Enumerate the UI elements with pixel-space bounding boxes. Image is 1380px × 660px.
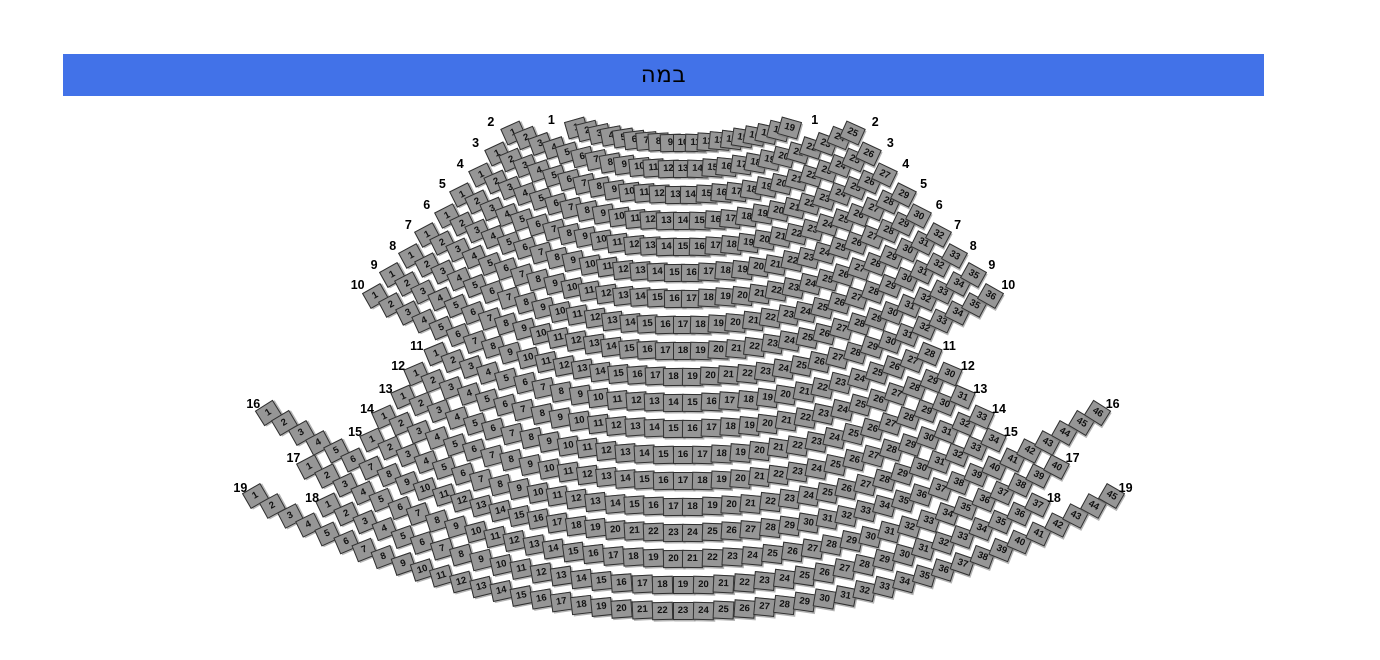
- seat[interactable]: 19: [672, 576, 694, 594]
- seat[interactable]: 16: [653, 471, 675, 491]
- row-label-right: 3: [886, 135, 894, 150]
- seat[interactable]: 21: [682, 549, 704, 569]
- row-label-left: 1: [547, 112, 555, 127]
- row-label-right: 11: [942, 338, 956, 353]
- row-label-right: 18: [1046, 490, 1061, 505]
- seat[interactable]: 20: [610, 599, 634, 619]
- seat[interactable]: 16: [672, 446, 694, 464]
- row-label-left: 16: [246, 396, 261, 411]
- seat[interactable]: 17: [662, 497, 684, 517]
- row-label-right: 8: [969, 238, 977, 253]
- seat[interactable]: 19: [642, 549, 664, 568]
- seat[interactable]: 22: [732, 573, 756, 593]
- row-label-left: 18: [305, 490, 320, 505]
- seat[interactable]: 16: [643, 497, 665, 516]
- seat[interactable]: 20: [662, 549, 684, 569]
- row-label-left: 8: [389, 238, 397, 253]
- seat[interactable]: 27: [753, 597, 776, 618]
- seat[interactable]: 17: [672, 472, 694, 490]
- row-label-left: 10: [350, 277, 365, 292]
- seat[interactable]: 20: [692, 575, 715, 595]
- row-label-left: 17: [286, 451, 301, 466]
- row-label-right: 5: [920, 176, 928, 191]
- row-label-left: 11: [410, 338, 424, 353]
- seat[interactable]: 17: [602, 546, 625, 566]
- seat[interactable]: 18: [682, 497, 704, 517]
- seat[interactable]: 17: [549, 591, 573, 613]
- seat[interactable]: 26: [732, 599, 756, 619]
- row-label-right: 16: [1105, 396, 1120, 411]
- row-label-left: 19: [233, 480, 248, 495]
- seat[interactable]: 21: [712, 574, 735, 594]
- row-label-right: 1: [811, 112, 819, 127]
- row-label-right: 2: [871, 114, 879, 129]
- row-label-right: 12: [960, 358, 975, 373]
- seat[interactable]: 13: [549, 565, 573, 587]
- row-label-left: 2: [487, 114, 495, 129]
- row-label-right: 10: [1001, 277, 1016, 292]
- row-label-left: 4: [456, 157, 464, 172]
- row-label-right: 14: [992, 401, 1006, 416]
- stage-banner: במה: [63, 54, 1264, 96]
- row-label-left: 9: [370, 257, 378, 272]
- seat[interactable]: 15: [653, 445, 675, 465]
- row-label-left: 13: [378, 381, 393, 396]
- row-label-left: 14: [360, 401, 374, 416]
- seat[interactable]: 25: [712, 600, 735, 620]
- row-label-right: 19: [1118, 480, 1133, 495]
- seat[interactable]: 24: [741, 546, 764, 566]
- seat[interactable]: 23: [752, 571, 776, 591]
- row-label-right: 17: [1065, 451, 1080, 466]
- seat[interactable]: 23: [662, 523, 684, 543]
- seat[interactable]: 22: [643, 523, 665, 542]
- seat[interactable]: 21: [631, 600, 654, 620]
- row-label-left: 5: [438, 176, 446, 191]
- row-label-left: 6: [423, 197, 431, 212]
- seat[interactable]: 18: [622, 547, 645, 568]
- row-label-left: 15: [348, 424, 363, 439]
- seat[interactable]: 23: [672, 602, 694, 620]
- row-label-left: 12: [391, 358, 406, 373]
- row-label-right: 15: [1003, 424, 1018, 439]
- seat[interactable]: 16: [529, 588, 553, 610]
- seat[interactable]: 16: [610, 573, 634, 593]
- seat[interactable]: 17: [631, 574, 654, 594]
- seat[interactable]: 16: [582, 543, 605, 565]
- row-label-right: 9: [988, 257, 996, 272]
- seat[interactable]: 14: [569, 568, 593, 589]
- row-label-right: 6: [935, 197, 943, 212]
- row-label-right: 4: [902, 157, 910, 172]
- seat[interactable]: 18: [569, 594, 593, 616]
- seat[interactable]: 22: [651, 601, 674, 620]
- row-label-right: 13: [973, 381, 988, 396]
- seat[interactable]: 23: [721, 547, 744, 568]
- row-label-left: 3: [472, 135, 480, 150]
- seat[interactable]: 24: [682, 523, 704, 543]
- row-label-left: 7: [404, 217, 412, 232]
- seat[interactable]: 18: [651, 575, 674, 595]
- seat[interactable]: 24: [692, 601, 715, 620]
- stage-label: במה: [640, 61, 687, 88]
- row-label-right: 7: [954, 217, 962, 232]
